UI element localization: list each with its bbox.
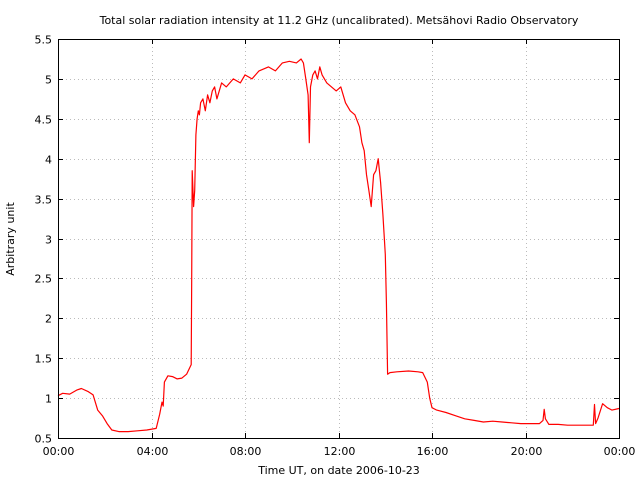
grid: [58, 39, 619, 438]
y-tick-label: 2: [45, 313, 52, 326]
y-tick-label: 4: [45, 154, 52, 167]
ticks: 0.5 1 1.5 2 2.5 3 3.5 4 4.5 5 5.5 00:00 04:00 08:00 12…: [35, 34, 636, 459]
y-tick-label: 3: [45, 234, 52, 247]
y-tick-label: 5.5: [35, 34, 53, 47]
x-axis-label: Time UT, on date 2006-10-23: [257, 464, 420, 477]
y-tick-label: 4.5: [35, 114, 53, 127]
x-tick-label: 16:00: [417, 445, 449, 458]
y-tick-label: 1: [45, 393, 52, 406]
y-tick-label: 2.5: [35, 273, 53, 286]
y-tick-label: 1.5: [35, 353, 53, 366]
x-tick-label: 20:00: [511, 445, 543, 458]
x-tick-label: 04:00: [137, 445, 169, 458]
x-tick-label: 00:00: [43, 445, 75, 458]
series-line: [57, 58, 620, 433]
x-tick-label: 00:00: [604, 445, 636, 458]
x-tick-label: 12:00: [324, 445, 356, 458]
y-tick-label: 3.5: [35, 194, 53, 207]
x-tick-label: 08:00: [230, 445, 262, 458]
chart-title: Total solar radiation intensity at 11.2 …: [99, 14, 579, 27]
series-layer: [57, 58, 620, 433]
y-tick-label: 5: [45, 74, 52, 87]
y-axis-label: Arbitrary unit: [4, 202, 17, 276]
y-tick-label: 0.5: [35, 433, 53, 446]
